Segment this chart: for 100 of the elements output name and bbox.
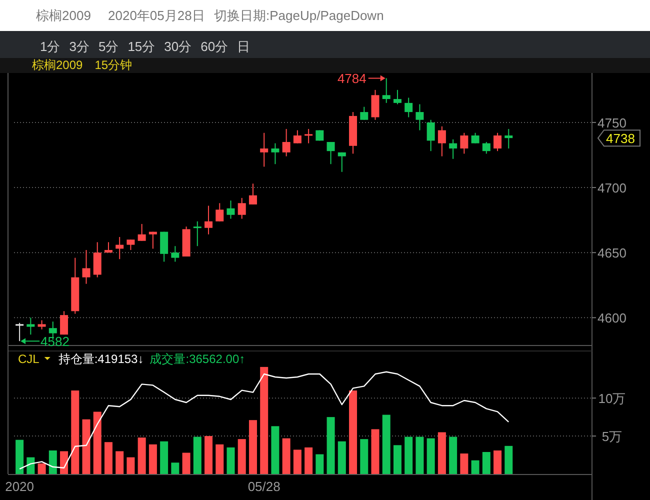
candlestick bbox=[171, 246, 180, 262]
bar bbox=[216, 444, 224, 474]
candlestick bbox=[126, 239, 135, 250]
bar bbox=[116, 451, 124, 474]
series-label: 持仓量:419153↓ bbox=[58, 352, 144, 366]
candlestick bbox=[116, 236, 124, 260]
chart-subtitle: 15分钟 bbox=[94, 58, 132, 72]
bar bbox=[16, 440, 24, 474]
bar bbox=[138, 438, 146, 474]
bar bbox=[182, 452, 190, 474]
candlestick bbox=[138, 223, 146, 242]
candlestick bbox=[460, 132, 468, 154]
text: 5分 bbox=[98, 39, 119, 54]
bar bbox=[148, 444, 157, 474]
text: 4738 bbox=[606, 131, 635, 146]
y-tick-label: 4700 bbox=[598, 180, 626, 196]
candlestick bbox=[304, 128, 313, 144]
y-tick-label: 4650 bbox=[598, 246, 626, 261]
bar bbox=[82, 419, 90, 474]
bar bbox=[382, 414, 390, 474]
bar bbox=[160, 441, 168, 474]
text: 15分 bbox=[128, 39, 156, 54]
candlestick bbox=[16, 322, 24, 342]
bar bbox=[238, 439, 246, 474]
bar bbox=[494, 450, 502, 474]
candlestick bbox=[60, 310, 68, 336]
annotation: 4582 bbox=[40, 334, 70, 350]
bar bbox=[426, 438, 435, 474]
bar bbox=[316, 454, 324, 474]
candlestick bbox=[504, 128, 513, 149]
bar bbox=[60, 451, 68, 474]
bar bbox=[326, 417, 335, 474]
text: 30分 bbox=[164, 39, 192, 54]
bar bbox=[171, 462, 180, 474]
candlestick bbox=[360, 106, 368, 120]
bar bbox=[260, 366, 268, 474]
bar bbox=[226, 447, 235, 474]
bar bbox=[248, 420, 257, 474]
chart-title: 棕榈2009 bbox=[32, 58, 84, 72]
candlestick bbox=[160, 231, 168, 262]
bar bbox=[271, 426, 280, 474]
bar bbox=[360, 439, 368, 474]
bar bbox=[471, 460, 480, 474]
bar bbox=[371, 429, 380, 474]
text: 1分 bbox=[40, 39, 60, 54]
bar bbox=[504, 446, 513, 474]
candlestick bbox=[338, 152, 346, 172]
text: 日 bbox=[237, 39, 250, 54]
annotation: 4784 bbox=[337, 71, 366, 86]
x-tick-label: 2020 bbox=[5, 479, 34, 494]
candlestick bbox=[471, 132, 480, 144]
candlestick bbox=[93, 242, 102, 278]
candlestick bbox=[449, 138, 458, 160]
bar bbox=[416, 436, 424, 474]
candlestick bbox=[226, 200, 235, 220]
candlestick bbox=[293, 130, 302, 144]
bar bbox=[26, 457, 35, 474]
bar bbox=[71, 390, 80, 474]
candlestick bbox=[260, 132, 268, 168]
candlestick bbox=[38, 320, 46, 330]
candlestick bbox=[382, 78, 390, 104]
candlestick bbox=[371, 89, 380, 120]
series-label: 成交量:36562.00↑ bbox=[150, 352, 246, 366]
bar bbox=[404, 436, 413, 474]
y-tick-label: 5万 bbox=[602, 429, 622, 444]
candlestick bbox=[438, 126, 446, 157]
text: 切换日期:PageUp/PageDown bbox=[214, 8, 384, 23]
candlestick bbox=[148, 231, 157, 250]
text: 60分 bbox=[200, 39, 228, 54]
bar bbox=[438, 432, 446, 474]
bar bbox=[93, 412, 102, 474]
bar bbox=[204, 436, 213, 474]
candlestick bbox=[82, 249, 90, 284]
text: 3分 bbox=[69, 39, 90, 54]
bar bbox=[338, 441, 346, 474]
candlestick bbox=[426, 119, 435, 152]
candlestick bbox=[248, 183, 257, 205]
bar bbox=[193, 436, 202, 474]
y-tick-label: 4750 bbox=[598, 115, 626, 130]
candlestick bbox=[26, 317, 35, 336]
candlestick bbox=[393, 89, 402, 105]
bar bbox=[104, 442, 112, 474]
bar bbox=[393, 445, 402, 474]
bar bbox=[48, 450, 57, 474]
bar bbox=[460, 454, 468, 474]
bar bbox=[38, 463, 46, 474]
bar bbox=[126, 457, 135, 474]
chart-title: CJL bbox=[18, 352, 40, 366]
candlestick bbox=[238, 197, 246, 220]
bar bbox=[293, 450, 302, 474]
bar bbox=[349, 390, 358, 474]
bar bbox=[304, 447, 313, 474]
candlestick bbox=[482, 141, 490, 154]
bar bbox=[282, 438, 290, 474]
candlestick bbox=[282, 128, 290, 157]
candlestick bbox=[494, 132, 502, 152]
bar bbox=[482, 452, 490, 474]
candlestick bbox=[193, 220, 202, 247]
text: 2020年05月28日 bbox=[108, 8, 205, 23]
candlestick bbox=[216, 202, 224, 222]
